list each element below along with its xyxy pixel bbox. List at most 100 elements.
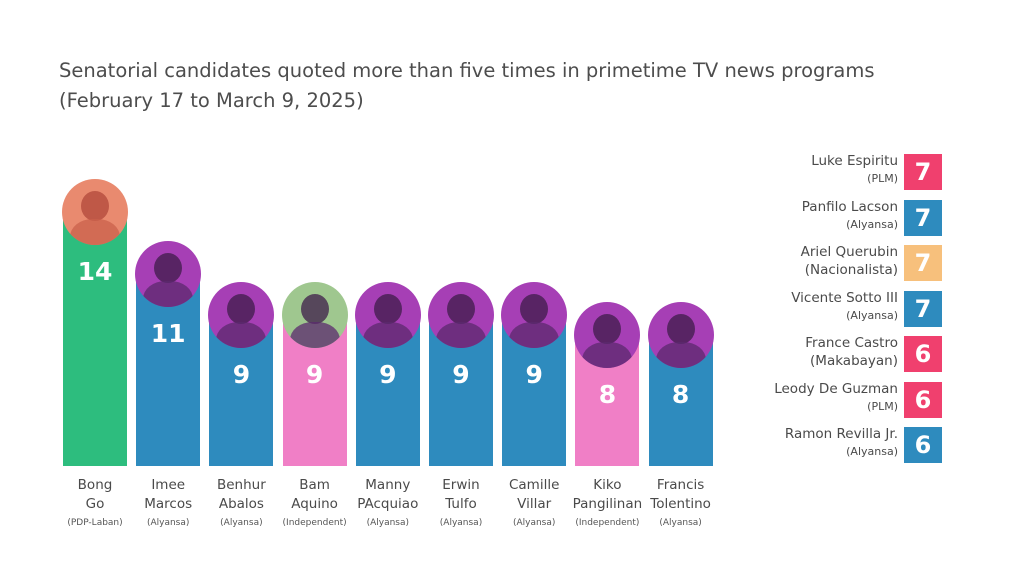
photo-figure-head (447, 293, 475, 324)
photo-figure-body (582, 342, 633, 368)
candidate-label: Benhur Abalos (Alyansa) (196, 476, 286, 530)
chart-title-line-1: Senatorial candidates quoted more than f… (59, 59, 875, 82)
side-candidate-party: (Alyansa) (846, 217, 898, 231)
photo-figure-body (436, 321, 486, 348)
candidate-photo (354, 281, 421, 348)
candidate-name: Camille (508, 477, 560, 493)
bar-value-label: 14 (77, 257, 113, 286)
candidate-photo (62, 179, 128, 245)
photo-figure-head (154, 252, 183, 283)
side-candidate-name: Leody De Guzman (774, 380, 898, 397)
photo-figure-head (81, 191, 109, 221)
side-candidate-name: France Castro (805, 335, 898, 351)
side-list-item: Ramon Revilla Jr. (Alyansa) 6 (740, 423, 950, 463)
candidate-party: (Alyansa) (439, 518, 483, 528)
candidate-party: (PDP-Laban) (67, 518, 123, 528)
candidate-name: Pangilinan (572, 496, 643, 512)
candidate-photo (208, 281, 275, 348)
side-candidate-party: (Alyansa) (846, 308, 898, 322)
candidate-photo (574, 302, 641, 368)
photo-figure-body (216, 321, 267, 348)
candidate-name: Go (85, 496, 105, 512)
bar-bong-go (63, 209, 127, 466)
photo-figure-body (289, 321, 340, 348)
candidate-party: (Alyansa) (366, 518, 410, 528)
side-candidate-name: Vicente Sotto III (791, 289, 898, 306)
candidate-photo (647, 302, 714, 368)
photo-figure-head (593, 314, 622, 344)
bar-chart: 14 Bong Go (PDP-Laban) 11 Imee Marcos (Alyansa)… (50, 179, 714, 530)
bar-value-label: 9 (232, 359, 251, 389)
side-count-box: 6 (904, 336, 942, 372)
side-candidate-party: (PLM) (867, 172, 898, 185)
side-count-box: 6 (904, 427, 942, 463)
side-candidate-party: (Makabayan) (810, 353, 898, 369)
candidate-name: Kiko (593, 477, 622, 493)
photo-figure-head (520, 293, 549, 324)
candidate-label: Bong Go (PDP-Laban) (50, 476, 140, 530)
side-count-box: 7 (904, 199, 942, 236)
side-count-box: 7 (904, 245, 942, 281)
candidate-name: Tolentino (650, 496, 711, 512)
bar-value-label: 9 (452, 359, 470, 389)
bar-value-label: 8 (598, 380, 617, 409)
candidate-label: Camille Villar (Alyansa) (489, 476, 579, 530)
side-candidate-name: Panfilo Lacson (801, 198, 898, 215)
candidate-name: Marcos (144, 496, 193, 512)
candidate-label: Kiko Pangilinan (Independent) (562, 476, 652, 530)
bar-value-label: 9 (305, 359, 324, 389)
side-candidate-party: (PLM) (867, 399, 898, 413)
candidate-photo (428, 281, 494, 348)
side-list-item: Vicente Sotto III (Alyansa) 7 (740, 287, 950, 327)
candidate-party: (Independent) (575, 518, 640, 528)
candidate-photo (501, 281, 568, 348)
candidate-name: Bong (77, 477, 113, 493)
bar-value-label: 9 (525, 359, 543, 389)
candidate-party: (Independent) (282, 518, 347, 528)
bar-value-label: 8 (671, 380, 690, 409)
photo-figure-head (227, 293, 256, 324)
candidate-photo (281, 281, 348, 348)
candidate-name: Villar (517, 496, 552, 512)
bar-value-label: 11 (150, 318, 186, 348)
side-candidate-name: Ariel Querubin (800, 244, 898, 260)
candidate-name: Benhur (216, 477, 266, 493)
side-candidate-party: (Nacionalista) (804, 262, 898, 278)
candidate-name: Imee (151, 477, 186, 493)
candidate-name: Aquino (291, 496, 338, 512)
candidate-party: (Alyansa) (146, 518, 190, 528)
photo-figure-body (655, 342, 706, 368)
candidate-name: Bam (299, 477, 330, 493)
candidate-name: Erwin (442, 477, 480, 493)
photo-figure-body (143, 280, 194, 307)
side-list-item: Leody De Guzman (PLM) 6 (740, 378, 950, 418)
candidate-name: Manny (365, 477, 411, 493)
candidate-label: Imee Marcos (Alyansa) (123, 476, 213, 530)
candidate-name: PAcquiao (357, 496, 419, 512)
side-count-box: 6 (904, 381, 942, 418)
bar-value-label: 9 (379, 359, 397, 389)
side-candidate-name: Luke Espiritu (811, 153, 898, 169)
side-list-item: Ariel Querubin (Nacionalista) 7 (740, 241, 950, 281)
photo-figure-head (300, 293, 329, 324)
photo-figure-body (509, 321, 560, 348)
candidate-name: Francis (656, 477, 705, 493)
candidate-label: Erwin Tulfo (Alyansa) (416, 476, 506, 530)
side-list-item: France Castro (Makabayan) 6 (740, 332, 950, 372)
chart-title: Senatorial candidates quoted more than f… (59, 56, 959, 116)
side-candidate-name: Ramon Revilla Jr. (784, 426, 898, 442)
side-list-item: Luke Espiritu (PLM) 7 (740, 150, 950, 190)
side-count-box: 7 (904, 290, 942, 327)
candidate-photo (135, 240, 202, 307)
side-list-item: Panfilo Lacson (Alyansa) 7 (740, 196, 950, 236)
side-count-box: 7 (904, 154, 942, 190)
candidate-label: Manny PAcquiao (Alyansa) (343, 476, 433, 530)
side-candidate-party: (Alyansa) (846, 445, 898, 458)
candidate-party: (Alyansa) (512, 518, 556, 528)
candidate-name: Tulfo (445, 496, 477, 512)
photo-figure-head (373, 293, 402, 324)
chart-title-line-2: (February 17 to March 9, 2025) (59, 89, 364, 112)
photo-figure-body (362, 321, 413, 348)
photo-figure-body (70, 219, 120, 245)
candidate-name: Abalos (218, 496, 264, 512)
